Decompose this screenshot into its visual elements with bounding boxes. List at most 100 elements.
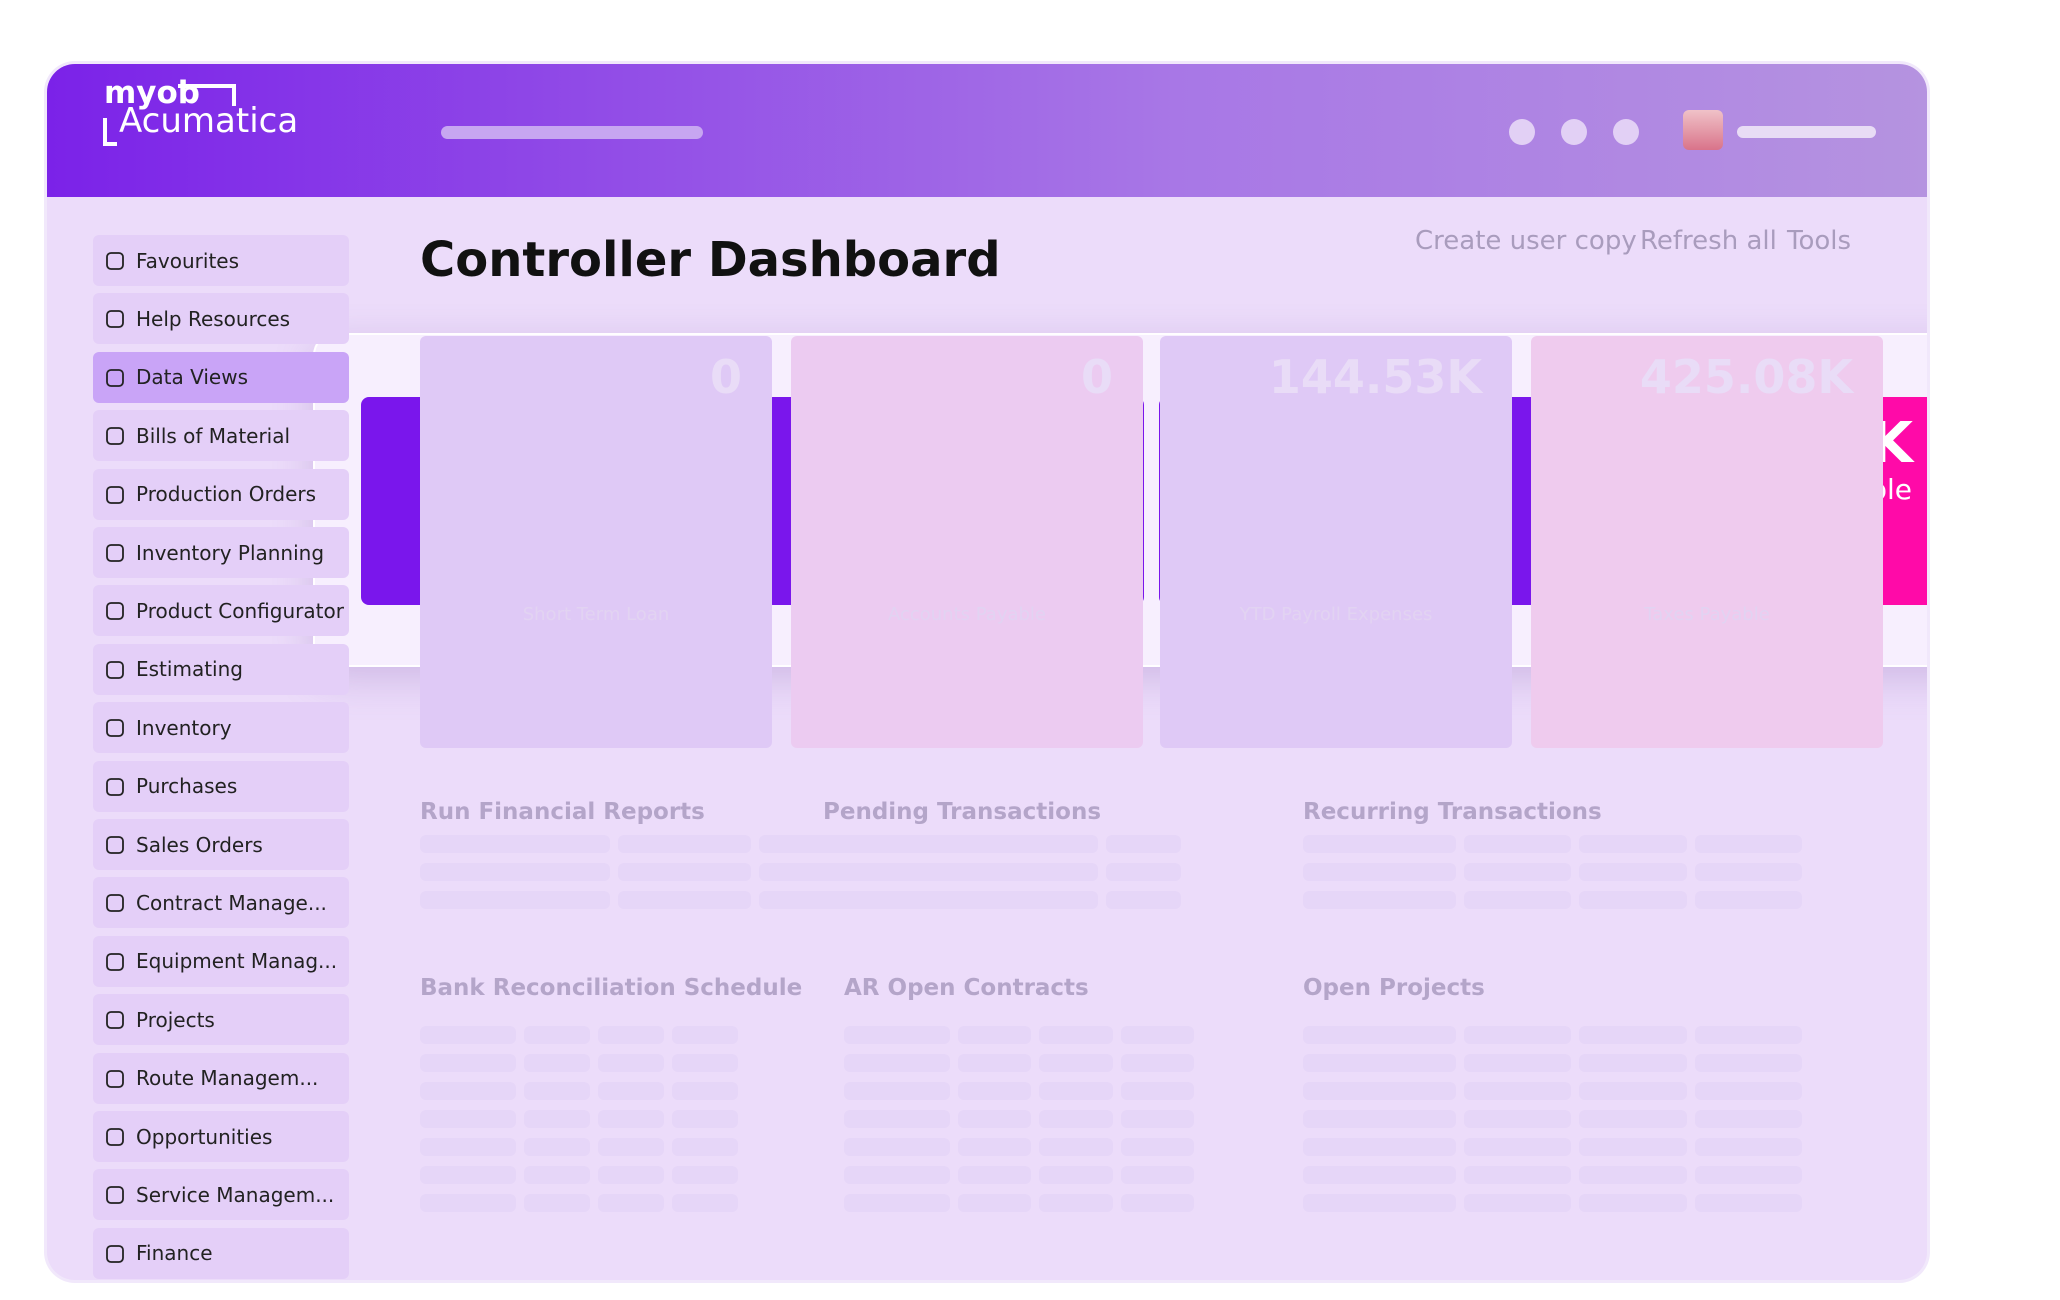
sidebar-icon: [106, 836, 124, 854]
placeholder-cell: [1105, 863, 1182, 881]
placeholder-cell: [1464, 863, 1572, 881]
sidebar-item[interactable]: Inventory Planning: [93, 527, 349, 578]
toolbar-button[interactable]: Create user copy: [1415, 226, 1637, 256]
placeholder-cell: [1579, 1166, 1687, 1184]
tile-value: 144.53K: [1268, 350, 1482, 404]
placeholder-cell: [1120, 1026, 1195, 1044]
placeholder-cell: [523, 1110, 590, 1128]
sidebar-item[interactable]: Help Resources: [93, 293, 349, 345]
sidebar-item[interactable]: Route Managem...: [93, 1052, 349, 1104]
sidebar-item[interactable]: Product Configurator: [93, 585, 349, 637]
toolbar-button[interactable]: Refresh all: [1640, 226, 1777, 256]
placeholder-cell: [1694, 1082, 1802, 1100]
placeholder-cell: [671, 1194, 738, 1212]
background-tile: 0 Short Term Loan: [420, 336, 772, 748]
sidebar-icon: [106, 368, 124, 387]
placeholder-cell: [1464, 1082, 1572, 1100]
placeholder-cell: [1022, 835, 1098, 853]
background-tile: 0 Accounts Payable: [791, 336, 1143, 748]
sidebar-label: Production Orders: [136, 482, 317, 507]
toolbar-button[interactable]: Tools: [1787, 226, 1852, 256]
sidebar-label: Finance: [136, 1241, 213, 1266]
placeholder-cell: [597, 1110, 664, 1128]
sidebar-label: Inventory Planning: [136, 540, 325, 565]
placeholder-cell: [420, 1082, 516, 1100]
placeholder-cell: [420, 1026, 516, 1044]
placeholder-cell: [1022, 891, 1098, 909]
placeholder-cell: [1579, 891, 1687, 909]
placeholder-cell: [844, 1054, 950, 1072]
sidebar-item[interactable]: Favourites: [93, 235, 349, 286]
sidebar-icon: [106, 602, 124, 621]
placeholder-cell: [671, 1026, 738, 1044]
placeholder-cell: [1464, 1110, 1572, 1128]
search-bar[interactable]: [441, 126, 703, 139]
sidebar-label: Estimating: [136, 657, 243, 682]
placeholder-cell: [1579, 1026, 1687, 1044]
placeholder-cell: [420, 835, 610, 853]
placeholder-cell: [1303, 891, 1457, 909]
placeholder-cell: [1105, 835, 1182, 853]
placeholder-cell: [1022, 863, 1098, 881]
placeholder-cell: [844, 1194, 950, 1212]
placeholder-cell: [671, 1166, 738, 1184]
dot[interactable]: [1613, 119, 1639, 145]
sidebar-item[interactable]: Finance: [93, 1227, 349, 1279]
sidebar-item[interactable]: Data Views: [93, 351, 349, 403]
sidebar-label: Purchases: [136, 774, 238, 799]
logo-bottom: Acumatica: [119, 101, 299, 141]
sidebar-label: Contract Manage...: [136, 890, 327, 915]
placeholder-cell: [523, 1054, 590, 1072]
placeholder-cell: [823, 863, 932, 881]
background-tile: 425.08K Taxes Payable: [1531, 336, 1883, 748]
placeholder-cell: [1694, 1194, 1802, 1212]
placeholder-cell: [1120, 1138, 1195, 1156]
placeholder-cell: [844, 1110, 950, 1128]
placeholder-cell: [1303, 835, 1457, 853]
sidebar-label: Opportunities: [136, 1124, 273, 1149]
sidebar-item[interactable]: Bills of Material: [93, 410, 349, 462]
avatar[interactable]: [1683, 110, 1723, 150]
placeholder-cell: [1303, 1166, 1457, 1184]
placeholder-cell: [1694, 1110, 1802, 1128]
placeholder-cell: [1039, 1082, 1113, 1100]
placeholder-cell: [1579, 1082, 1687, 1100]
sidebar-item[interactable]: Projects: [93, 994, 349, 1046]
tile-label: Short Term Loan: [522, 604, 670, 625]
placeholder-cell: [1105, 891, 1182, 909]
placeholder-cell: [844, 1138, 950, 1156]
placeholder-cell: [1694, 863, 1802, 881]
placeholder-cell: [939, 863, 1015, 881]
placeholder-cell: [523, 1194, 590, 1212]
sidebar-label: Inventory: [136, 715, 232, 740]
placeholder-cell: [1694, 1026, 1802, 1044]
dot[interactable]: [1561, 119, 1587, 145]
placeholder-cell: [1120, 1194, 1195, 1212]
placeholder-cell: [617, 863, 751, 881]
placeholder-cell: [957, 1138, 1032, 1156]
placeholder-cell: [1464, 891, 1572, 909]
placeholder-cell: [844, 1026, 950, 1044]
placeholder-cell: [823, 835, 932, 853]
tile-value: 425.08K: [1639, 350, 1853, 404]
tile-label: Taxes Payable: [1644, 604, 1770, 625]
sidebar-item[interactable]: Contract Manage...: [93, 877, 349, 929]
sidebar-item[interactable]: Equipment Manag...: [93, 935, 349, 987]
sidebar-item[interactable]: Estimating: [93, 643, 349, 695]
tile-label: Accounts Payable: [887, 604, 1047, 625]
widget-title: Run Financial Reports: [420, 799, 705, 825]
sidebar-item[interactable]: Sales Orders: [93, 819, 349, 870]
sidebar-item[interactable]: Production Orders: [93, 468, 349, 520]
sidebar-item[interactable]: Purchases: [93, 760, 349, 812]
placeholder-cell: [1303, 1026, 1457, 1044]
sidebar-icon: [106, 252, 124, 270]
sidebar-label: Projects: [136, 1007, 215, 1032]
sidebar-item[interactable]: Service Managem...: [93, 1169, 349, 1221]
sidebar-label: Sales Orders: [136, 832, 263, 857]
dot[interactable]: [1509, 119, 1535, 145]
placeholder-cell: [1039, 1138, 1113, 1156]
placeholder-cell: [1120, 1166, 1195, 1184]
sidebar-item[interactable]: Inventory: [93, 702, 349, 754]
sidebar-item[interactable]: Opportunities: [93, 1111, 349, 1162]
